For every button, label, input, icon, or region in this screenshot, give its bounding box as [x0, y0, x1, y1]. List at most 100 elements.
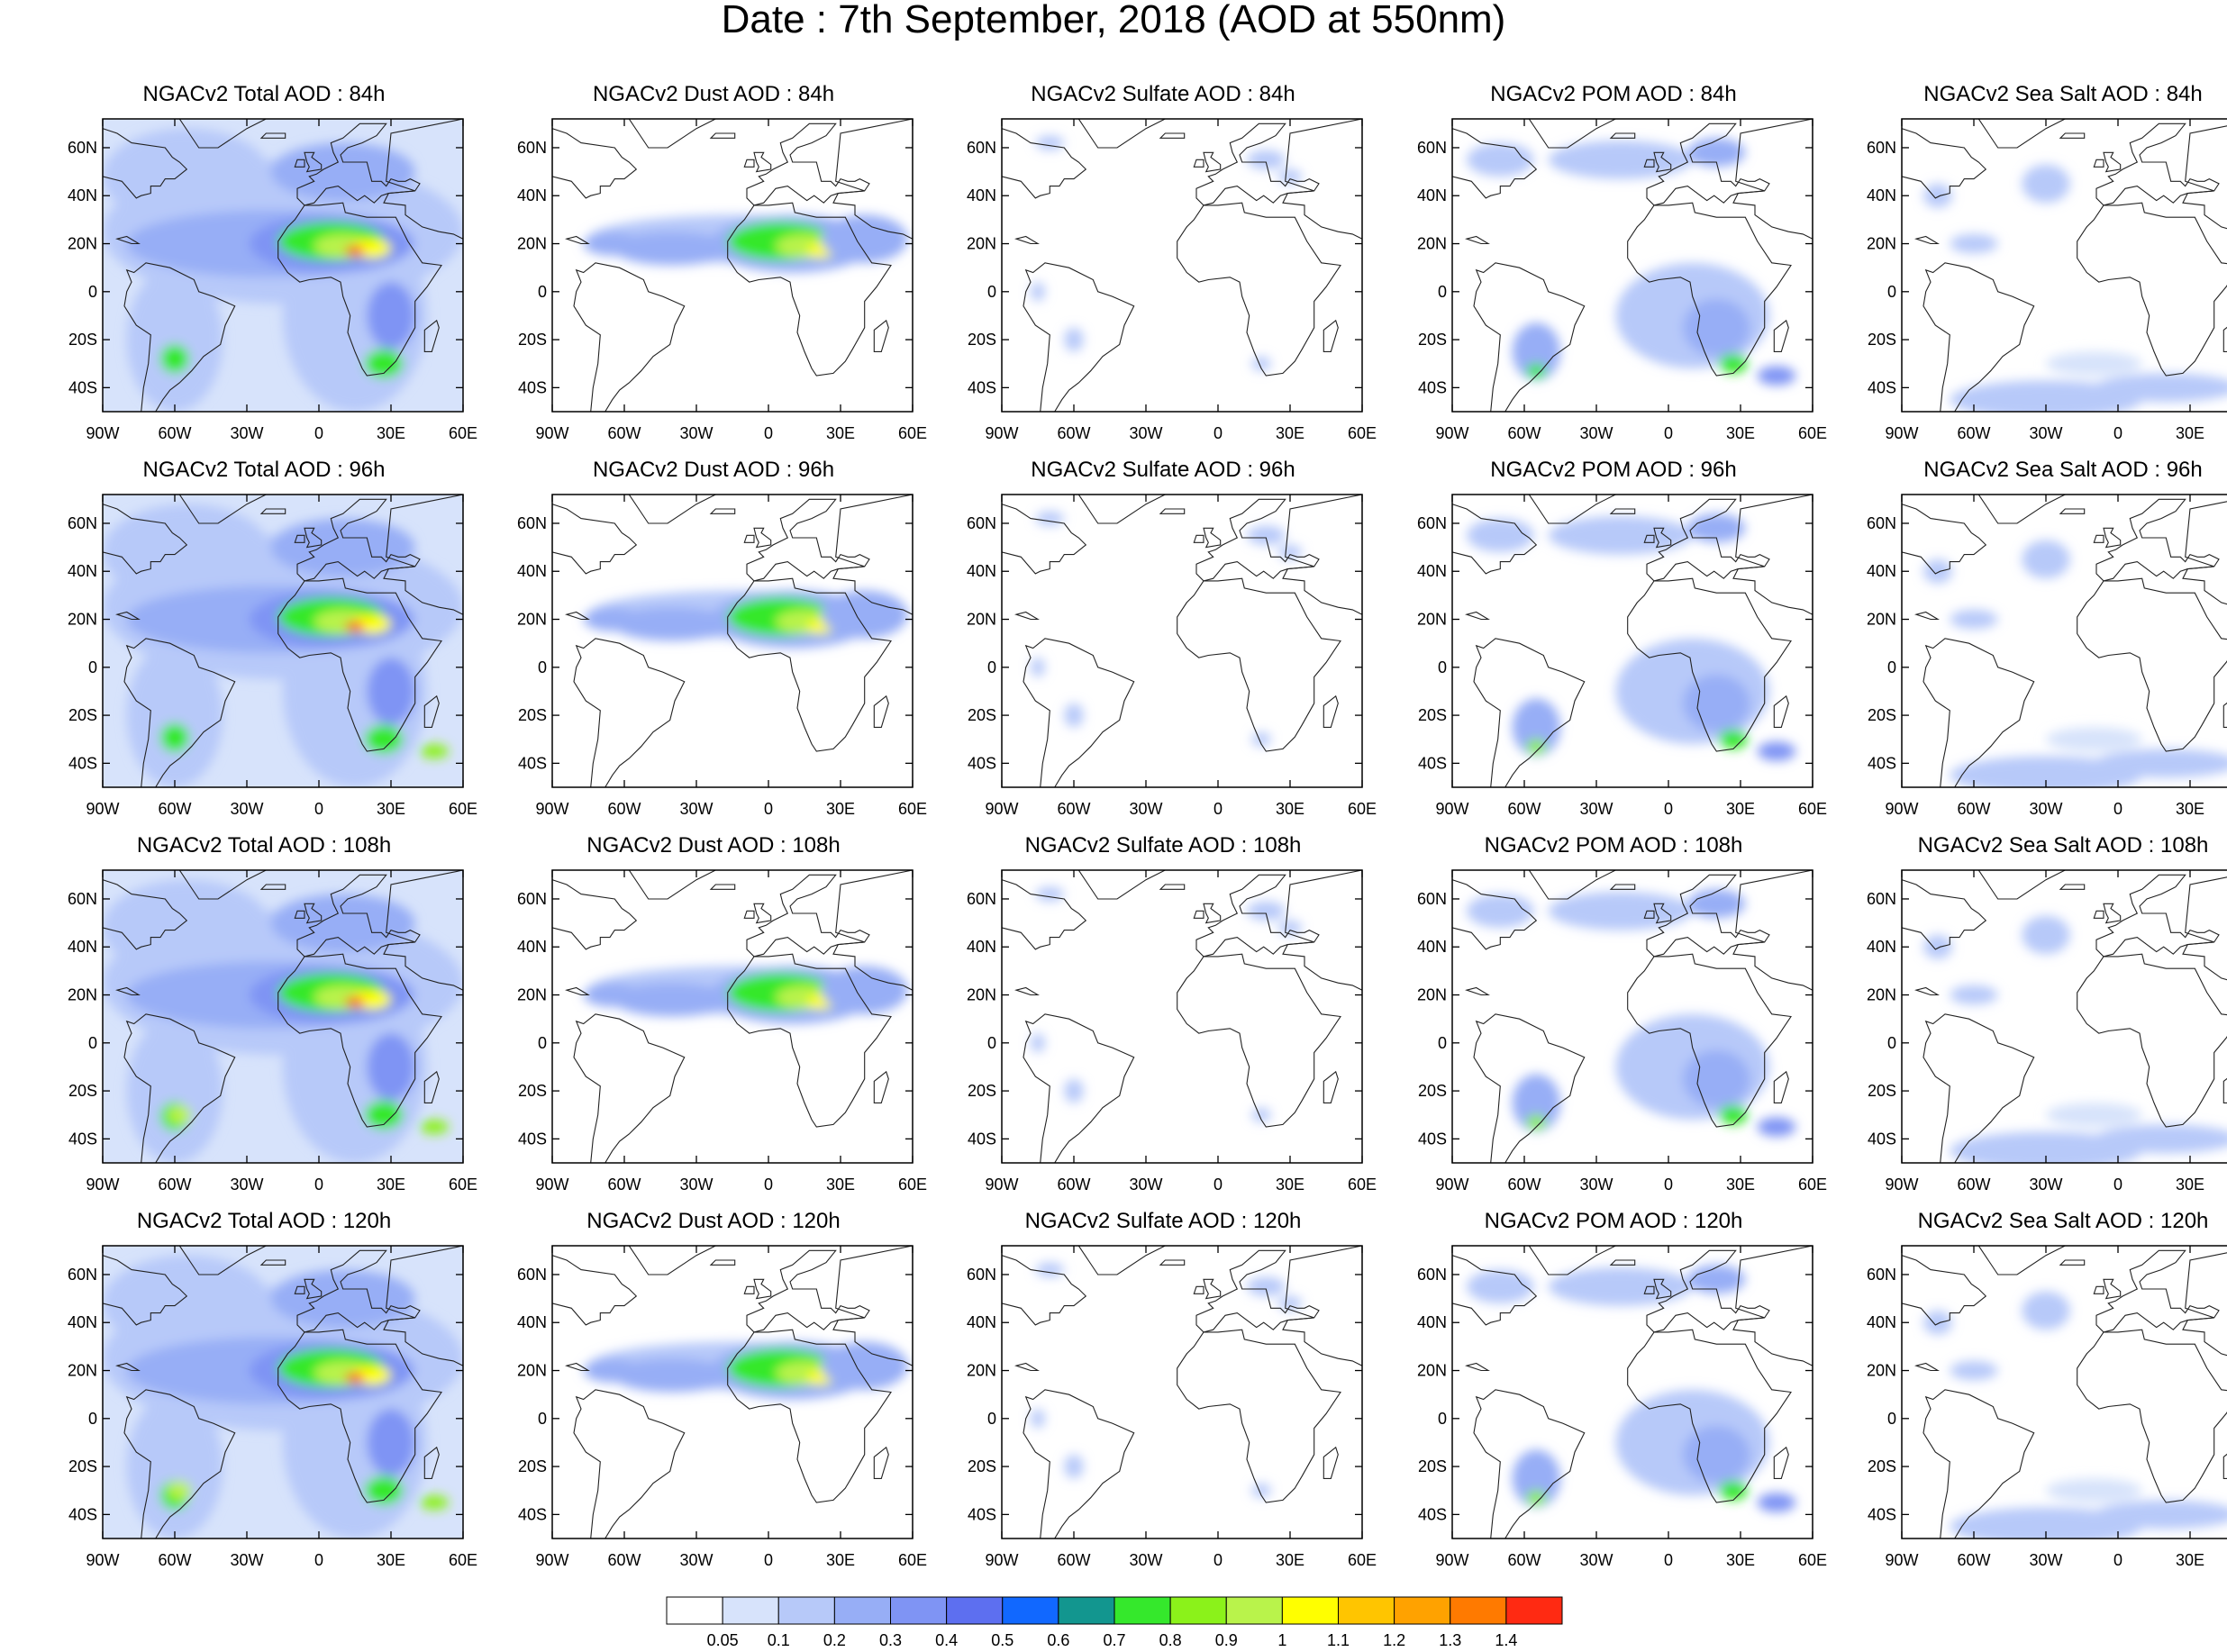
aod-blob	[345, 246, 365, 256]
aod-field	[583, 966, 908, 1024]
aod-blob	[364, 724, 404, 754]
coastline-greenland	[178, 870, 267, 900]
lon-tick-label: 90W	[1435, 800, 1468, 818]
map-panel-dust-96h: NGACv2 Dust AOD : 96h 90W 60W 30W 0 30E 60E 60N…	[502, 458, 927, 827]
lon-tick-label: 60E	[1348, 1175, 1377, 1194]
lat-tick-label: 60N	[517, 514, 547, 532]
coastline-greenland	[178, 119, 267, 149]
coastline-cuba	[1914, 986, 1940, 996]
aod-blob	[103, 1255, 271, 1352]
aod-blob	[168, 1481, 192, 1501]
aod-field	[103, 1246, 463, 1539]
coastline-britain	[753, 527, 772, 549]
lon-tick-label: 60W	[1957, 424, 1990, 442]
lon-tick-label: 90W	[535, 1551, 568, 1569]
aod-blob	[1950, 985, 1998, 1005]
map-panel-sulfate-120h: NGACv2 Sulfate AOD : 120h 90W 60W 30W 0 30E 60…	[951, 1209, 1377, 1578]
lat-tick-label: 40S	[1418, 1505, 1447, 1523]
panel-title: NGACv2 Total AOD : 120h	[136, 1209, 392, 1233]
lat-tick-label: 60N	[1417, 514, 1447, 532]
colorbar-swatch	[833, 1596, 891, 1625]
lat-tick-label: 60N	[1867, 1266, 1896, 1284]
coastline-britain	[304, 903, 323, 924]
lat-tick-label: 20S	[68, 1082, 97, 1100]
coastline-britain	[2103, 1278, 2122, 1300]
lat-tick-label: 60N	[68, 514, 97, 532]
lat-tick-label: 20N	[1417, 235, 1447, 253]
panel-title: NGACv2 Sea Salt AOD : 108h	[1917, 833, 2209, 858]
panel-title: NGACv2 Sulfate AOD : 84h	[1031, 82, 1295, 106]
coastline-greenland	[1977, 119, 2066, 149]
lon-tick-label: 30E	[1276, 800, 1304, 818]
coastline-cuba	[1465, 235, 1490, 245]
map-panel-seasalt-108h: NGACv2 Sea Salt AOD : 108h 90W 60W 30W 0 30E 6…	[1851, 833, 2227, 1203]
coastline-asia	[2182, 125, 2227, 230]
lat-tick-label: 20S	[68, 1457, 97, 1475]
lat-tick-label: 40N	[967, 562, 996, 580]
coastline-southAmerica	[1922, 1013, 2035, 1163]
coastline-europe	[2095, 123, 2220, 206]
coastline-cuba	[1914, 611, 1940, 621]
map-panel-pom-108h: NGACv2 POM AOD : 108h 90W 60W 30W 0 30E 60E 60N…	[1402, 833, 1827, 1203]
lat-tick-label: 20N	[517, 235, 547, 253]
aod-blob	[1251, 1107, 1271, 1122]
coastline-africa	[277, 577, 442, 752]
aod-blob	[1031, 658, 1045, 677]
lon-tick-label: 60E	[1798, 1175, 1827, 1194]
lon-tick-label: 30E	[1726, 1175, 1755, 1194]
colorbar-swatch	[1114, 1596, 1171, 1625]
lon-tick-label: 60W	[1957, 800, 1990, 818]
lon-tick-label: 30W	[1579, 1175, 1613, 1194]
coastline-africa	[1627, 953, 1792, 1128]
map-frame	[1901, 118, 2227, 413]
lat-tick-label: 0	[88, 658, 97, 676]
map-panel-seasalt-120h: NGACv2 Sea Salt AOD : 120h 90W 60W 30W 0 30E 6…	[1851, 1209, 2227, 1578]
lat-tick-label: 20N	[1867, 235, 1896, 253]
coastline-europe	[1646, 123, 1770, 206]
aod-blob	[1719, 730, 1748, 749]
coastline-ireland	[2093, 1285, 2104, 1294]
coastline-europe	[296, 1249, 421, 1333]
coastline-britain	[1653, 1278, 1672, 1300]
coastline-iceland	[1159, 132, 1186, 139]
coastline-cuba	[1465, 986, 1490, 996]
coastline-greenland	[628, 495, 716, 524]
lon-tick-label: 30W	[1129, 424, 1162, 442]
map-panel-seasalt-96h: NGACv2 Sea Salt AOD : 96h 90W 60W 30W 0 30E 60…	[1851, 458, 2227, 827]
aod-blob	[1277, 920, 1303, 935]
aod-blob	[364, 1475, 404, 1505]
lon-tick-label: 30E	[1276, 424, 1304, 442]
coastline-northAmerica	[103, 1255, 188, 1326]
lat-tick-label: 40S	[968, 1505, 996, 1523]
lat-tick-label: 60N	[967, 890, 996, 908]
aod-field	[583, 1341, 908, 1400]
aod-blob	[1687, 513, 1746, 543]
lat-tick-label: 40N	[1867, 938, 1896, 956]
lat-tick-label: 40S	[968, 1130, 996, 1148]
coastline-asia	[832, 870, 913, 991]
lon-tick-label: 30W	[679, 1175, 713, 1194]
lat-tick-label: 20S	[1418, 706, 1447, 724]
coastlines	[1452, 119, 1813, 412]
lon-tick-label: 30W	[230, 800, 263, 818]
coastline-asia	[1732, 495, 1813, 615]
coastline-northAmerica	[1902, 128, 1987, 199]
aod-blob	[1683, 298, 1750, 357]
lat-tick-label: 20S	[1868, 1082, 1896, 1100]
lat-tick-label: 20N	[517, 1362, 547, 1380]
coastline-ireland	[2093, 159, 2104, 168]
lat-tick-label: 20N	[967, 986, 996, 1004]
coastline-africa	[1177, 202, 1341, 377]
coastline-northAmerica	[1002, 504, 1087, 575]
coastline-southAmerica	[1023, 262, 1135, 412]
aod-blob	[1247, 901, 1286, 921]
aod-blob	[1687, 1265, 1746, 1294]
coastline-ireland	[1643, 534, 1655, 543]
aod-blob	[126, 1019, 223, 1163]
coastline-asia	[1282, 870, 1362, 991]
lon-tick-label: 60E	[449, 1175, 477, 1194]
